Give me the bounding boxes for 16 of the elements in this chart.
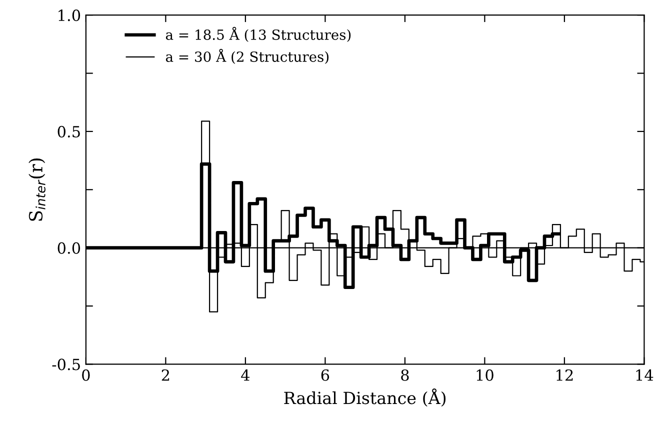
y-tick-label: 1.0: [58, 10, 80, 22]
x-tick-label: 14: [636, 369, 654, 381]
legend-label: a = 18.5 Å (13 Structures): [166, 26, 351, 42]
x-tick-label: 10: [476, 369, 494, 381]
y-tick-label: 0.0: [58, 242, 80, 254]
legend-label: a = 30 Å (2 Structures): [166, 48, 328, 64]
x-tick-label: 2: [162, 369, 170, 381]
y-tick-label: -0.5: [52, 358, 80, 370]
x-tick-label: 12: [556, 369, 573, 381]
y-tick-label: 0.5: [58, 126, 80, 138]
x-tick-label: 8: [401, 369, 409, 381]
x-tick-label: 6: [321, 369, 330, 381]
x-tick-label: 0: [82, 369, 90, 381]
y-axis-title: S$_{inter}$(r): [28, 158, 46, 221]
x-axis-title: Radial Distance (Å): [284, 388, 446, 407]
x-tick-label: 4: [241, 369, 250, 381]
